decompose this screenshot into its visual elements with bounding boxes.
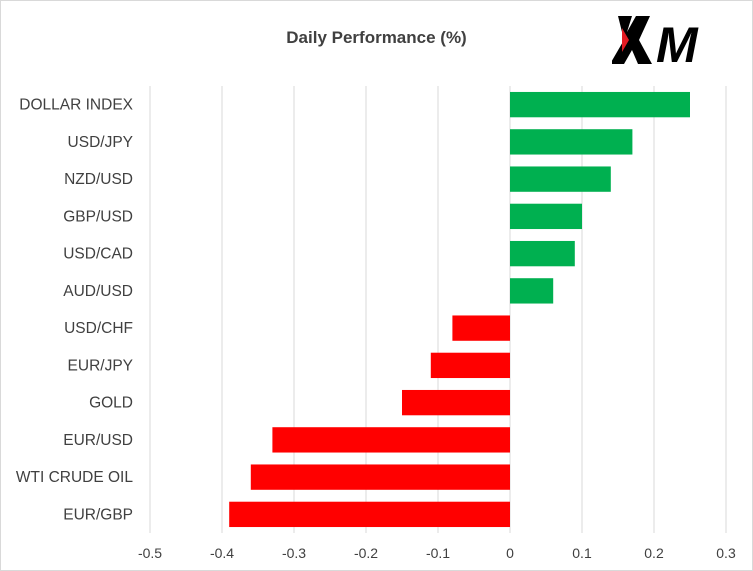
- chart-title: Daily Performance (%): [286, 28, 467, 47]
- x-tick-label: -0.4: [210, 545, 234, 561]
- x-tick-label: 0.3: [716, 545, 736, 561]
- category-label: EUR/JPY: [68, 357, 133, 374]
- bars: [229, 91, 690, 528]
- logo-text: M: [656, 17, 699, 66]
- bar: [402, 389, 510, 416]
- category-label: DOLLAR INDEX: [19, 97, 133, 114]
- x-tick-label: 0: [506, 545, 514, 561]
- category-label: USD/CAD: [63, 246, 133, 263]
- bar: [510, 240, 575, 267]
- bar: [430, 352, 510, 379]
- bar: [272, 427, 510, 453]
- x-tick-label: 0.1: [572, 545, 592, 561]
- bar: [510, 91, 690, 118]
- bar: [510, 166, 611, 192]
- x-tick-label: -0.2: [354, 545, 378, 561]
- category-label: EUR/GBP: [63, 506, 133, 523]
- gridlines: [149, 86, 727, 533]
- logo-mark: M: [612, 16, 699, 66]
- x-tick-label: -0.5: [138, 545, 162, 561]
- x-tick-labels: -0.5 -0.4 -0.3 -0.2 -0.1 0 0.1 0.2 0.3: [138, 545, 736, 561]
- bar: [510, 129, 633, 155]
- x-tick-label: 0.2: [644, 545, 664, 561]
- x-tick-label: -0.1: [426, 545, 450, 561]
- category-label: USD/CHF: [64, 320, 133, 337]
- category-label: GOLD: [89, 395, 133, 412]
- category-label: WTI CRUDE OIL: [16, 469, 133, 486]
- bar: [510, 278, 554, 304]
- bar: [510, 203, 582, 230]
- category-label: GBP/USD: [63, 208, 133, 225]
- bar: [452, 315, 510, 341]
- category-label: EUR/USD: [63, 432, 133, 449]
- category-labels: DOLLAR INDEX USD/JPY NZD/USD GBP/USD USD/CAD…: [16, 97, 134, 524]
- bar: [250, 464, 511, 490]
- bar: [229, 501, 510, 528]
- x-tick-label: -0.3: [282, 545, 306, 561]
- category-label: NZD/USD: [64, 171, 133, 188]
- category-label: USD/JPY: [68, 134, 133, 151]
- xm-logo: M: [612, 16, 699, 66]
- category-label: AUD/USD: [63, 283, 133, 300]
